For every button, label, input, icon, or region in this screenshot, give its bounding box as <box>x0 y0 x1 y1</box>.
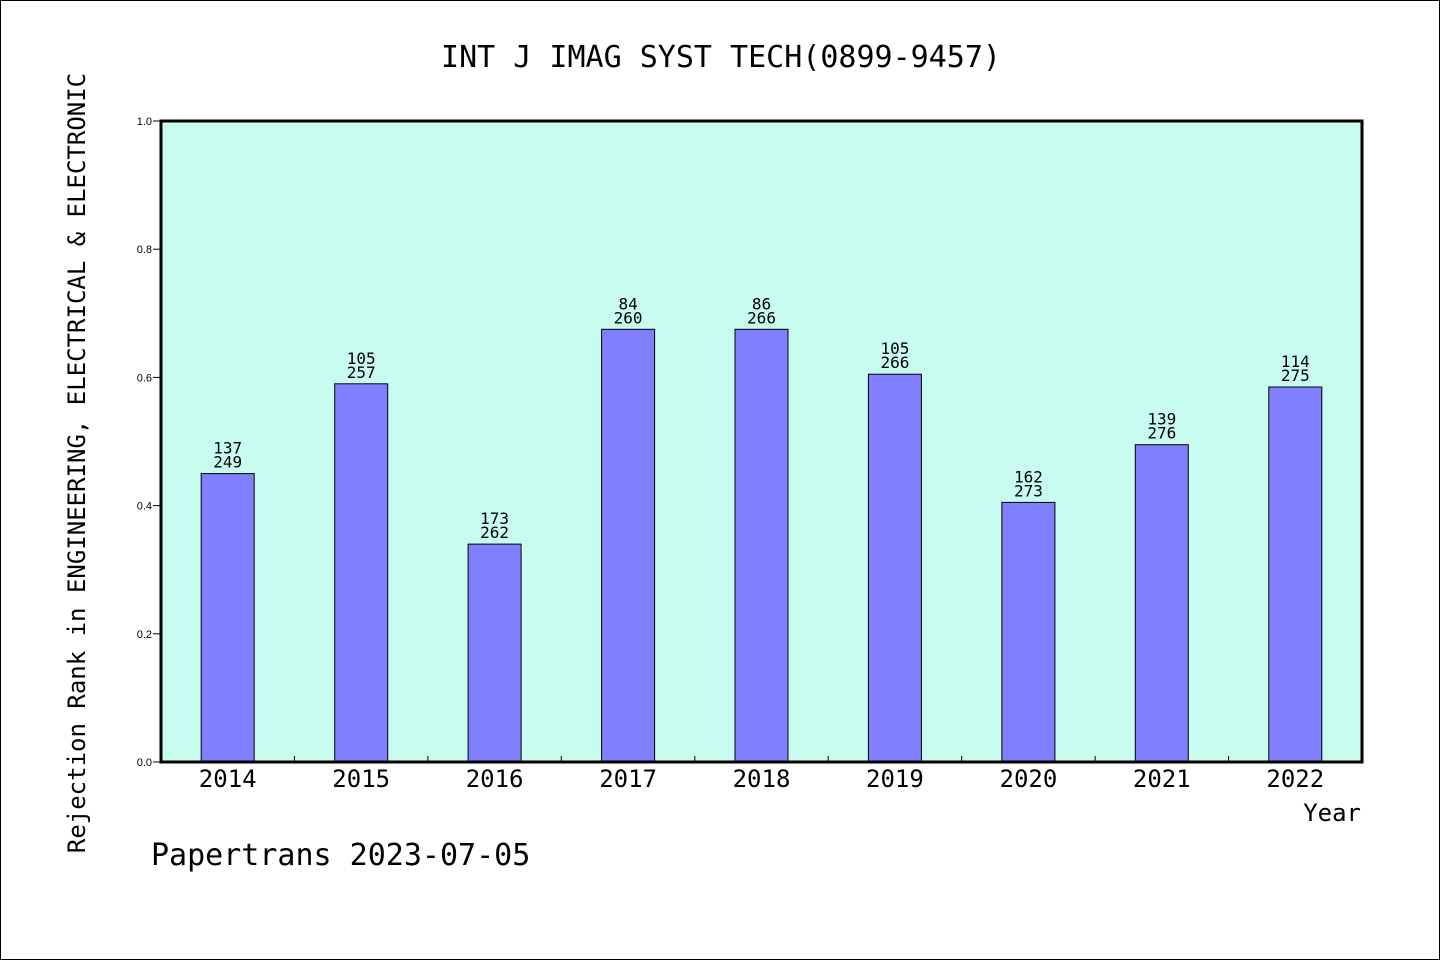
bar-2015 <box>334 383 389 763</box>
bar-rank-label-2021: 139 <box>1147 410 1176 429</box>
x-tick-label-2022: 2022 <box>1266 765 1324 793</box>
bar-rank-label-2022: 114 <box>1281 352 1310 371</box>
bar-2014 <box>200 473 255 763</box>
x-tick-label-2014: 2014 <box>199 765 257 793</box>
bar-2022 <box>1268 386 1323 763</box>
bar-rank-label-2016: 173 <box>480 509 509 528</box>
bar-total-label-2022: 275 <box>1281 366 1310 385</box>
bar-labels-group: 1372491052571732628426086266105266162273… <box>213 294 1310 542</box>
bar-2021 <box>1134 444 1189 763</box>
bar-rank-label-2019: 105 <box>880 339 909 358</box>
x-tick-label-2020: 2020 <box>1000 765 1058 793</box>
bar-2018 <box>734 328 789 763</box>
y-ticks-group: 0.0 0.2 0.4 0.6 0.8 1.0 <box>137 116 161 769</box>
bar-2019 <box>867 373 922 763</box>
bar-2020 <box>1001 501 1056 763</box>
bar-rank-label-2018: 86 <box>752 294 771 313</box>
x-tick-label-2018: 2018 <box>733 765 791 793</box>
x-tick-label-2019: 2019 <box>866 765 924 793</box>
chart-title: INT J IMAG SYST TECH(0899-9457) <box>441 40 1001 75</box>
bar-total-label-2019: 266 <box>880 353 909 372</box>
bar-rank-label-2015: 105 <box>347 349 376 368</box>
bar-total-label-2015: 257 <box>347 363 376 382</box>
x-tick-label-2016: 2016 <box>466 765 524 793</box>
x-tick-label-2017: 2017 <box>599 765 657 793</box>
bar-rank-label-2014: 137 <box>213 439 242 458</box>
footer-credit: Papertrans 2023-07-05 <box>151 838 530 873</box>
y-tick-label: 0.6 <box>137 372 152 384</box>
bar-total-label-2020: 273 <box>1014 481 1043 500</box>
x-tick-label-2021: 2021 <box>1133 765 1191 793</box>
bar-total-label-2016: 262 <box>480 523 509 542</box>
y-tick-label: 1.0 <box>137 116 152 128</box>
bar-rank-label-2017: 84 <box>618 294 637 313</box>
x-axis-label: Year <box>1303 799 1361 827</box>
y-tick-label: 0.0 <box>137 757 152 769</box>
y-tick-label: 0.2 <box>137 629 152 641</box>
bar-total-label-2021: 276 <box>1147 424 1176 443</box>
x-ticks-group: 2014 2015 2016 2017 2018 2019 2020 2021 2022 <box>199 756 1324 793</box>
bar-rank-label-2020: 162 <box>1014 467 1043 486</box>
y-axis-label: Rejection Rank in ENGINEERING, ELECTRICA… <box>63 73 91 853</box>
bar-total-label-2014: 249 <box>213 453 242 472</box>
bar-total-label-2018: 266 <box>747 308 776 327</box>
y-tick-label: 0.8 <box>137 244 152 256</box>
bar-2016 <box>467 543 522 763</box>
x-tick-label-2015: 2015 <box>332 765 390 793</box>
bar-2017 <box>601 328 656 763</box>
bar-total-label-2017: 260 <box>614 308 643 327</box>
plot-border <box>159 119 1364 764</box>
bars-group <box>200 328 1323 763</box>
y-tick-label: 0.4 <box>137 501 152 513</box>
